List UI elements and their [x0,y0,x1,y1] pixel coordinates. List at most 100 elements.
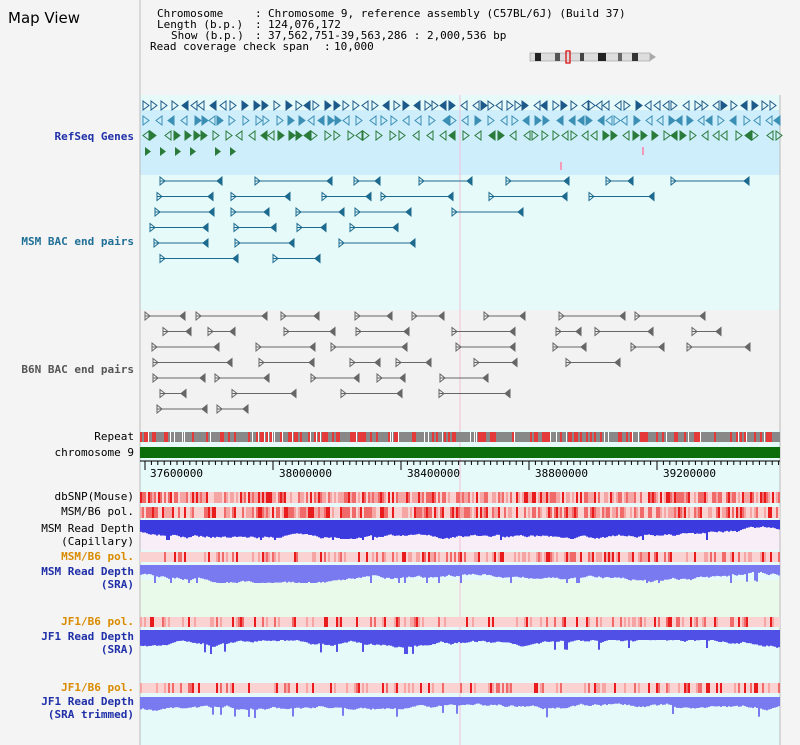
depth-bar[interactable] [184,697,186,709]
heatmap-cell[interactable] [304,507,306,518]
depth-bar[interactable] [604,630,606,642]
heatmap-cell[interactable] [388,507,390,518]
depth-bar[interactable] [178,520,180,537]
heatmap-cell[interactable] [712,683,714,693]
refseq-gene-glyph[interactable] [570,130,578,141]
heatmap-cell[interactable] [644,552,646,562]
heatmap-cell[interactable] [168,492,170,503]
heatmap-cell[interactable] [524,683,526,693]
depth-bar[interactable] [212,565,214,583]
depth-bar[interactable] [274,520,276,540]
depth-bar[interactable] [676,630,678,640]
heatmap-cell[interactable] [408,507,410,518]
heatmap-cell[interactable] [740,617,742,627]
depth-bar[interactable] [472,520,474,536]
depth-bar[interactable] [256,697,258,710]
heatmap-cell[interactable] [778,507,780,518]
heatmap-cell[interactable] [738,492,740,503]
depth-bar[interactable] [270,697,272,708]
depth-bar[interactable] [182,565,184,580]
heatmap-cell[interactable] [676,617,678,627]
depth-bar[interactable] [324,565,326,583]
depth-bar[interactable] [710,565,712,577]
depth-bar[interactable] [640,697,642,707]
heatmap-cell[interactable] [214,507,216,518]
depth-bar[interactable] [164,565,166,577]
depth-bar[interactable] [550,565,552,578]
depth-bar[interactable] [336,520,338,538]
depth-bar[interactable] [456,630,458,644]
msm-bac-pair[interactable] [288,237,295,249]
heatmap-cell[interactable] [632,492,634,503]
heatmap-cell[interactable] [444,683,446,693]
heatmap-cell[interactable] [730,492,732,503]
depth-bar[interactable] [428,697,430,707]
depth-bar[interactable] [478,630,480,642]
heatmap-cell[interactable] [466,492,468,503]
heatmap-cell[interactable] [514,507,516,518]
depth-bar[interactable] [678,565,680,580]
depth-bar[interactable] [370,565,372,583]
heatmap-cell[interactable] [672,617,674,627]
depth-bar[interactable] [750,565,752,573]
depth-bar[interactable] [424,697,426,706]
depth-bar[interactable] [390,630,392,646]
heatmap-cell[interactable] [222,492,224,503]
msm-bac-pair[interactable] [338,237,345,249]
heatmap-cell[interactable] [388,683,390,693]
heatmap-cell[interactable] [512,683,514,693]
depth-bar[interactable] [352,697,354,710]
depth-bar[interactable] [376,520,378,538]
heatmap-cell[interactable] [266,683,268,693]
depth-bar[interactable] [354,520,356,539]
heatmap-cell[interactable] [724,552,726,562]
heatmap-cell[interactable] [268,507,270,518]
heatmap-cell[interactable] [506,552,508,562]
depth-bar[interactable] [378,697,380,709]
heatmap-cell[interactable] [520,683,522,693]
heatmap-cell[interactable] [248,552,250,562]
refseq-gene-glyph[interactable] [560,162,562,170]
depth-bar[interactable] [656,565,658,581]
heatmap-cell[interactable] [588,507,590,518]
depth-bar[interactable] [666,697,668,704]
heatmap-cell[interactable] [704,683,706,693]
heatmap-cell[interactable] [754,552,756,562]
repeat-segment[interactable] [424,432,425,442]
depth-bar[interactable] [446,697,448,706]
heatmap-cell[interactable] [348,683,350,693]
heatmap-cell[interactable] [150,617,152,627]
depth-bar[interactable] [618,520,620,535]
refseq-gene-glyph[interactable] [735,130,743,141]
depth-bar[interactable] [462,697,464,705]
heatmap-cell[interactable] [464,683,466,693]
heatmap-cell[interactable] [760,552,762,562]
depth-bar[interactable] [344,565,346,580]
heatmap-cell[interactable] [372,507,374,518]
depth-bar[interactable] [412,697,414,707]
repeat-segment[interactable] [512,432,514,442]
heatmap-cell[interactable] [540,507,542,518]
depth-bar[interactable] [428,565,430,578]
heatmap-cell[interactable] [342,683,344,693]
depth-bar[interactable] [696,630,698,641]
heatmap-cell[interactable] [432,492,434,503]
heatmap-cell[interactable] [146,683,148,693]
heatmap-cell[interactable] [202,683,204,693]
heatmap-cell[interactable] [716,683,718,693]
heatmap-cell[interactable] [502,552,504,562]
heatmap-cell[interactable] [420,683,422,693]
heatmap-cell[interactable] [238,683,240,693]
refseq-gene-glyph[interactable] [255,115,263,126]
heatmap-cell[interactable] [326,507,328,518]
depth-bar[interactable] [422,697,424,706]
heatmap-cell[interactable] [632,507,634,518]
heatmap-cell[interactable] [558,507,560,518]
heatmap-cell[interactable] [362,617,364,627]
heatmap-cell[interactable] [390,683,392,693]
heatmap-cell[interactable] [640,683,642,693]
refseq-gene-glyph[interactable] [534,115,542,126]
heatmap-cell[interactable] [662,507,664,518]
depth-bar[interactable] [160,520,162,536]
heatmap-cell[interactable] [506,617,508,627]
